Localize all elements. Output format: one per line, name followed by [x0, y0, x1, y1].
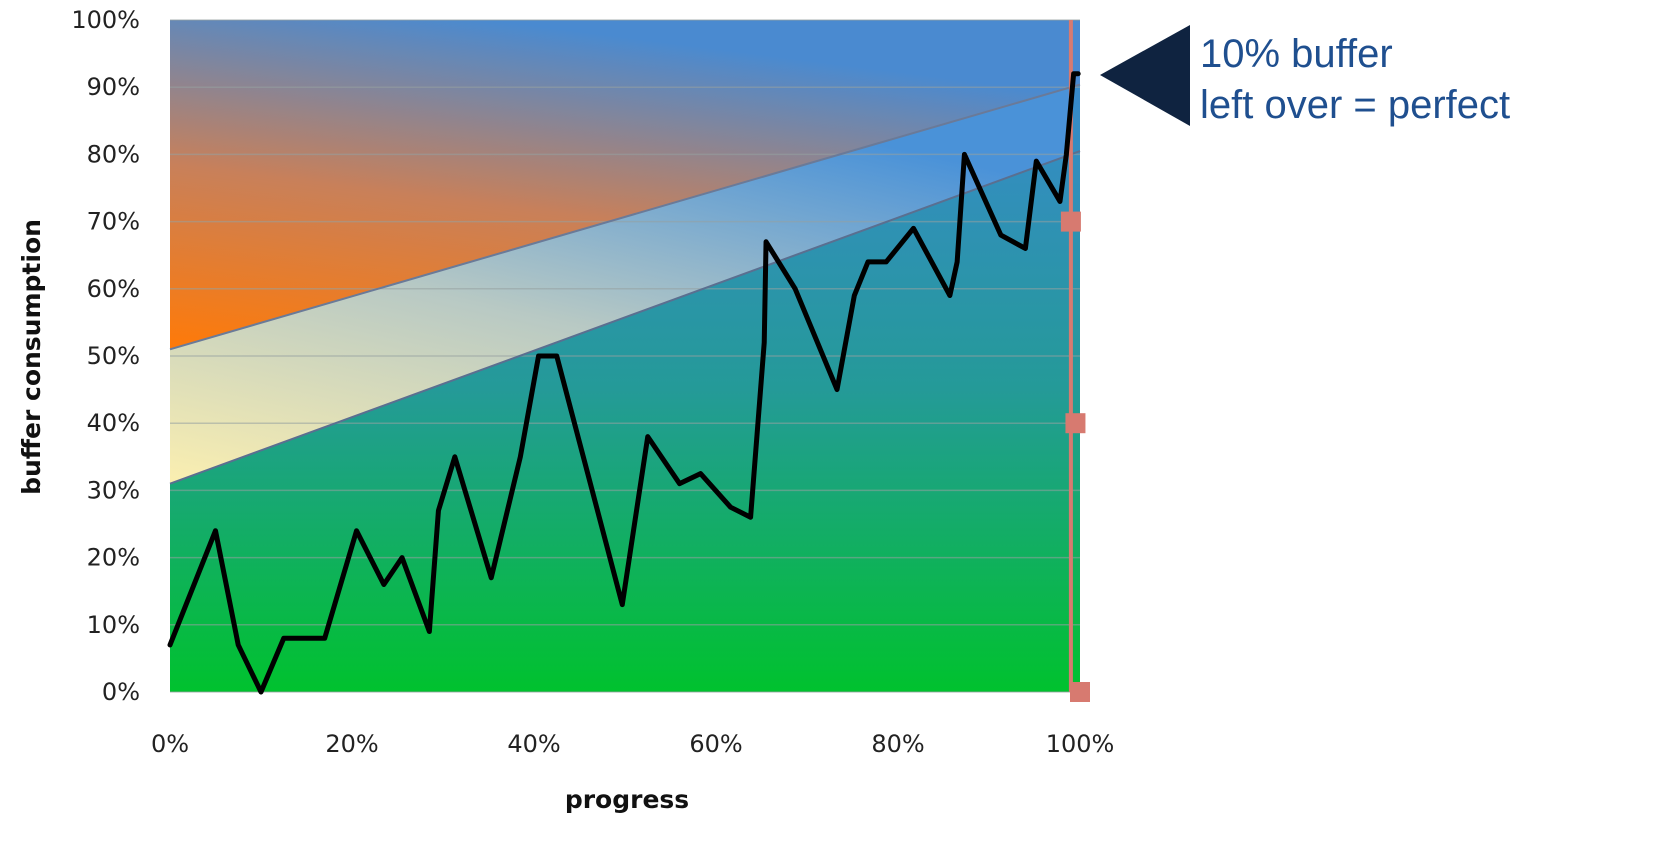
- green-zone-boundary: [169, 150, 1081, 485]
- x-tick-label: 100%: [1046, 730, 1115, 758]
- x-tick-label: 60%: [689, 730, 742, 758]
- y-tick-label: 70%: [87, 208, 140, 236]
- buffer-consumption-line: [167, 71, 1081, 695]
- y-tick-label: 40%: [87, 409, 140, 437]
- series-layer: [167, 20, 1090, 702]
- x-tick-label: 40%: [507, 730, 560, 758]
- y-axis-ticks: 0% 10% 20% 30% 40% 50% 60% 70% 80% 90% 100%: [71, 6, 140, 706]
- annotation-line-2: left over = perfect: [1200, 83, 1510, 127]
- annotation-arrow: [1100, 25, 1190, 126]
- annotation-line-1: 10% buffer: [1200, 32, 1393, 76]
- x-tick-label: 0%: [151, 730, 189, 758]
- x-tick-label: 20%: [325, 730, 378, 758]
- y-tick-label: 0%: [102, 678, 140, 706]
- y-tick-label: 20%: [87, 544, 140, 572]
- x-axis-title: progress: [565, 785, 689, 814]
- red-zone: [170, 20, 1080, 350]
- y-tick-label: 100%: [71, 6, 140, 34]
- y-axis-title: buffer consumption: [17, 219, 46, 495]
- gridlines: [170, 19, 1080, 693]
- zone-boundaries: [169, 83, 1081, 485]
- y-tick-label: 80%: [87, 140, 140, 168]
- y-tick-label: 90%: [87, 73, 140, 101]
- red-zone-boundary: [169, 83, 1081, 351]
- y-tick-label: 30%: [87, 476, 140, 504]
- y-tick-label: 60%: [87, 275, 140, 303]
- x-tick-label: 80%: [871, 730, 924, 758]
- end-marker-point: [1065, 413, 1086, 434]
- y-tick-label: 10%: [87, 611, 140, 639]
- x-axis-ticks: 0% 20% 40% 60% 80% 100%: [151, 730, 1114, 758]
- y-tick-label: 50%: [87, 342, 140, 370]
- end-marker-point: [1060, 211, 1081, 232]
- yellow-zone: [170, 87, 1071, 484]
- end-marker-point: [1070, 682, 1090, 702]
